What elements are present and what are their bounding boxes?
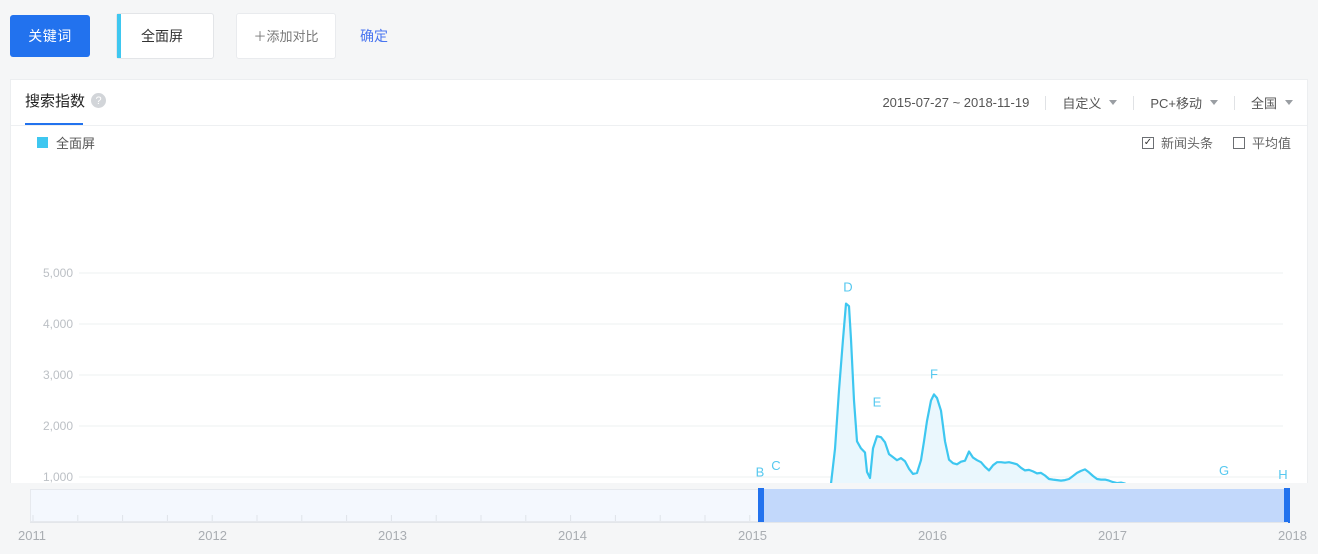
svg-text:C: C: [771, 458, 780, 473]
date-range-display[interactable]: 2015-07-27 ~ 2018-11-19: [882, 95, 1030, 110]
top-toolbar: 关键词 全面屏 ＋添加对比 确定: [0, 0, 1318, 71]
checkbox-news-headline[interactable]: ✓ 新闻头条: [1141, 133, 1213, 152]
region-select[interactable]: 全国: [1251, 93, 1293, 112]
device-select[interactable]: PC+移动: [1150, 93, 1218, 112]
svg-text:G: G: [1219, 463, 1229, 478]
svg-text:2,000: 2,000: [43, 419, 73, 433]
keyword-button-label: 关键词: [28, 27, 72, 44]
card-header: 搜索指数 ? 2015-07-27 ~ 2018-11-19 自定义 PC+移动: [11, 80, 1307, 126]
region-select-label: 全国: [1250, 96, 1277, 111]
checkbox-average[interactable]: 平均值: [1232, 133, 1291, 152]
add-compare-label: ＋添加对比: [253, 29, 319, 44]
slider-year-2018: 2018: [1278, 528, 1307, 543]
tab-active-underline: [25, 123, 83, 125]
help-icon[interactable]: ?: [91, 93, 107, 108]
period-select-label: 自定义: [1062, 96, 1102, 111]
svg-text:B: B: [756, 465, 765, 480]
divider: [1133, 95, 1135, 110]
slider-handle-right[interactable]: [1284, 488, 1290, 523]
checkbox-average-label: 平均值: [1251, 136, 1291, 151]
slider-year-2011: 2011: [18, 528, 46, 543]
legend-item-quanmianping[interactable]: 全面屏: [37, 133, 95, 152]
add-compare-button[interactable]: ＋添加对比: [236, 12, 336, 59]
slider-year-2014: 2014: [558, 528, 587, 543]
tab-search-index[interactable]: 搜索指数 ?: [25, 90, 107, 111]
svg-text:1,000: 1,000: [43, 470, 73, 484]
legend-row: 全面屏 ✓ 新闻头条 平均值: [11, 125, 1307, 159]
keyword-chip-quanmianping[interactable]: 全面屏: [116, 12, 214, 59]
svg-text:H: H: [1278, 467, 1287, 482]
slider-axis-line: [30, 522, 1288, 523]
chevron-down-icon: [1109, 100, 1118, 105]
keyword-button[interactable]: 关键词: [10, 14, 90, 57]
checkbox-news-headline-label: 新闻头条: [1160, 136, 1213, 151]
tab-search-index-label: 搜索指数: [25, 93, 86, 110]
search-index-card: 搜索指数 ? 2015-07-27 ~ 2018-11-19 自定义 PC+移动: [10, 79, 1308, 544]
slider-year-2012: 2012: [198, 528, 227, 543]
legend-toggles: ✓ 新闻头条 平均值: [1122, 133, 1291, 152]
divider: [1233, 95, 1235, 110]
chevron-down-icon: [1285, 100, 1293, 105]
svg-text:3,000: 3,000: [43, 368, 73, 382]
checkbox-news-headline-box[interactable]: ✓: [1141, 136, 1154, 149]
divider: [1045, 95, 1047, 110]
slider-handle-left[interactable]: [758, 488, 764, 523]
svg-text:D: D: [843, 280, 852, 295]
keyword-chip-label: 全面屏: [141, 27, 183, 44]
period-select[interactable]: 自定义: [1062, 93, 1118, 112]
slider-selected-range[interactable]: [758, 489, 1284, 522]
card-header-controls: 2015-07-27 ~ 2018-11-19 自定义 PC+移动 全国: [882, 80, 1293, 125]
confirm-label: 确定: [360, 27, 388, 44]
svg-text:F: F: [930, 366, 938, 381]
svg-text:5,000: 5,000: [43, 266, 73, 280]
slider-year-2015: 2015: [738, 528, 767, 543]
confirm-link[interactable]: 确定: [360, 26, 388, 46]
slider-year-2017: 2017: [1098, 528, 1127, 543]
slider-year-2016: 2016: [918, 528, 947, 543]
slider-year-2013: 2013: [378, 528, 407, 543]
keyword-accent-bar: [117, 13, 121, 58]
legend-label: 全面屏: [56, 136, 96, 151]
svg-text:4,000: 4,000: [43, 317, 73, 331]
legend-color-swatch: [37, 137, 48, 148]
checkbox-average-box[interactable]: [1232, 136, 1245, 149]
timeline-range-slider[interactable]: 2011 2012 2013 2014 2015 2016 2017 2018: [0, 483, 1318, 554]
device-select-label: PC+移动: [1150, 96, 1202, 111]
chevron-down-icon: [1209, 100, 1218, 105]
svg-text:E: E: [873, 394, 882, 409]
